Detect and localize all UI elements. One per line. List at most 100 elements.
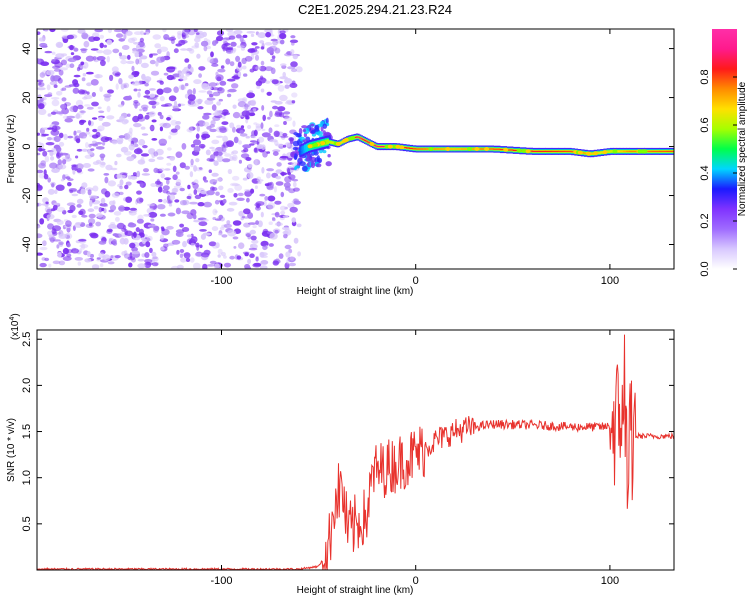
noise-blob <box>216 101 222 106</box>
noise-blob <box>133 148 143 155</box>
noise-blob <box>282 115 290 119</box>
noise-blob <box>254 158 258 166</box>
noise-blob <box>170 119 178 126</box>
noise-blob <box>97 106 102 110</box>
noise-blob <box>274 124 280 128</box>
noise-blob <box>279 205 287 211</box>
noise-blob <box>204 99 214 105</box>
noise-blob <box>196 32 200 35</box>
noise-blob <box>229 255 235 260</box>
noise-blob <box>175 171 180 175</box>
noise-blob <box>284 84 290 89</box>
noise-blob <box>94 29 103 33</box>
noise-blob <box>192 262 201 269</box>
noise-blob <box>53 202 61 206</box>
noise-blob <box>175 43 182 47</box>
noise-blob <box>253 122 258 125</box>
noise-blob <box>53 84 58 88</box>
noise-blob <box>91 264 100 269</box>
noise-blob <box>42 96 47 101</box>
noise-blob <box>139 30 144 36</box>
noise-blob <box>131 65 135 72</box>
noise-blob <box>119 237 126 245</box>
ridge-layer-core <box>402 147 407 149</box>
ridge-knot <box>335 141 341 146</box>
top-y-tick-label: -40 <box>21 237 33 253</box>
noise-blob <box>51 168 60 174</box>
bottom-y-tick-label: 1.0 <box>21 470 33 485</box>
noise-blob <box>226 207 235 212</box>
noise-blob <box>57 77 63 84</box>
bottom-x-axis-label: Height of straight line (km) <box>297 585 414 596</box>
noise-blob <box>226 93 232 98</box>
noise-blob <box>137 263 146 269</box>
noise-blob <box>37 184 43 191</box>
noise-blob <box>282 230 289 235</box>
noise-blob <box>288 262 296 267</box>
noise-blob <box>87 150 94 155</box>
bottom-y-axis-label: SNR (10 * v/v) <box>6 418 17 482</box>
noise-blob <box>196 125 200 132</box>
noise-blob <box>103 208 107 214</box>
noise-blob <box>151 138 158 141</box>
noise-blob <box>50 75 55 82</box>
noise-blob <box>59 67 68 71</box>
noise-blob <box>42 150 48 157</box>
noise-blob <box>99 86 103 92</box>
noise-blob <box>37 225 41 229</box>
snr-scale-suffix: ) <box>10 313 21 316</box>
noise-blob <box>249 112 256 117</box>
ridge-knot <box>640 149 646 154</box>
noise-blob <box>138 57 142 65</box>
noise-blob <box>218 98 223 102</box>
ridge-layer-core <box>380 146 384 148</box>
noise-blob <box>72 169 76 175</box>
transition-blob <box>310 161 316 169</box>
noise-blob <box>166 178 170 185</box>
noise-blob <box>61 157 68 160</box>
noise-blob <box>58 241 64 246</box>
noise-blob <box>86 127 90 132</box>
noise-blob <box>186 47 193 52</box>
noise-blob <box>214 199 220 205</box>
noise-blob <box>268 221 273 225</box>
noise-blob <box>176 249 180 255</box>
noise-blob <box>214 210 218 213</box>
noise-blob <box>46 208 52 215</box>
noise-blob <box>166 162 172 166</box>
noise-blob <box>267 202 276 210</box>
noise-blob <box>240 125 245 129</box>
noise-blob <box>287 66 296 70</box>
noise-blob <box>190 144 196 148</box>
ridge-layer-core <box>616 150 621 152</box>
noise-blob <box>119 172 128 176</box>
noise-blob <box>244 190 253 197</box>
noise-blob <box>71 214 77 219</box>
noise-blob <box>45 201 49 205</box>
noise-blob <box>82 73 87 77</box>
noise-blob <box>185 258 191 262</box>
noise-blob <box>203 179 209 183</box>
noise-blob <box>212 208 218 216</box>
noise-blob <box>56 43 63 48</box>
ridge-layer-core <box>418 148 423 150</box>
noise-blob <box>199 229 207 232</box>
noise-blob <box>147 203 156 207</box>
noise-blob <box>216 30 225 36</box>
noise-blob <box>88 36 96 42</box>
noise-blob <box>110 255 114 259</box>
noise-blob <box>144 89 151 95</box>
ridge-layer-core <box>600 151 604 154</box>
noise-blob <box>51 183 55 188</box>
noise-blob <box>227 188 234 193</box>
noise-blob <box>113 211 122 216</box>
noise-blob <box>50 111 57 115</box>
noise-blob <box>131 81 141 86</box>
noise-blob <box>121 45 130 50</box>
bottom-y-tick-label: 0.5 <box>21 516 33 531</box>
noise-blob <box>246 31 256 34</box>
noise-blob <box>220 251 226 257</box>
ridge-knot <box>344 137 350 142</box>
noise-blob <box>201 252 210 258</box>
noise-blob <box>276 162 282 167</box>
